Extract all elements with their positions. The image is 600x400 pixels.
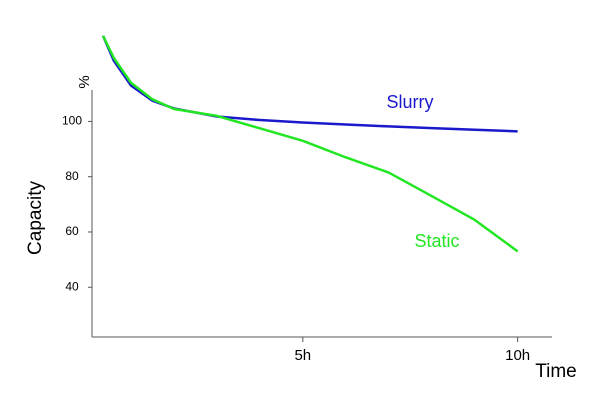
series-line [101, 35, 519, 253]
x-tick-label: 5h [294, 347, 311, 364]
y-tick-label: 40 [65, 279, 79, 293]
x-axis-label: Time [535, 361, 577, 382]
series-label: Static [414, 231, 459, 251]
y-tick-label: 60 [65, 224, 79, 238]
y-unit: % [76, 75, 93, 88]
y-axis-label: Capacity [25, 181, 46, 255]
y-tick-label: 100 [62, 114, 82, 128]
y-tick-label: 80 [65, 169, 79, 183]
x-tick-label: 10h [505, 347, 530, 364]
series-line [101, 35, 518, 133]
series-label: Slurry [386, 92, 433, 112]
